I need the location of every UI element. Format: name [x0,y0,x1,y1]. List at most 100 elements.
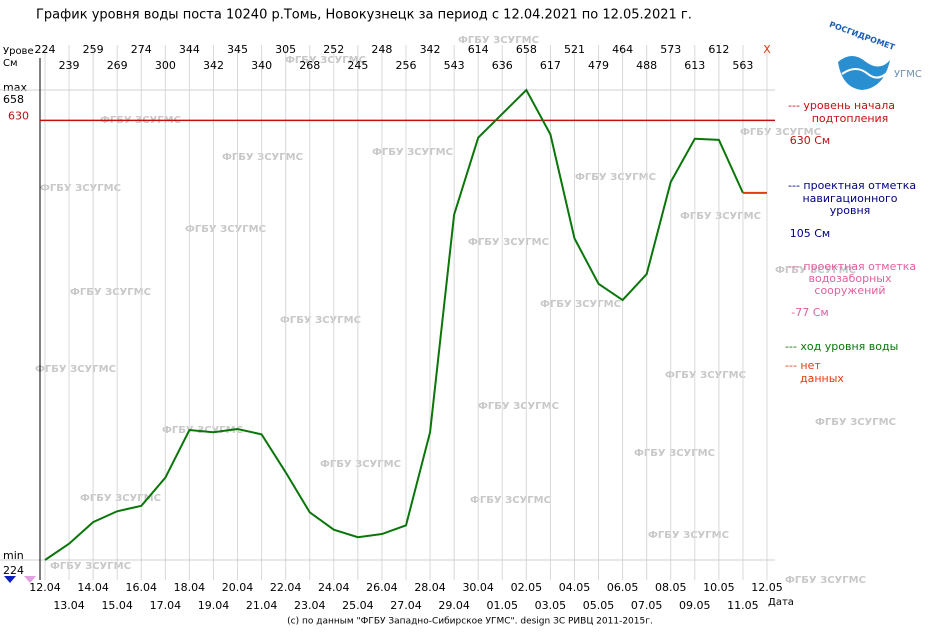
watermark: ФГБУ ЗСУГМС [280,315,361,326]
y-min-label: min [3,549,24,562]
data-label: X [763,43,771,56]
x-tick-label: 27.04 [390,599,422,612]
data-label: 617 [540,59,561,72]
data-label: 274 [131,43,152,56]
logo: РОСГИДРОМЕТ УГМС [828,20,922,90]
x-tick-label: 15.04 [101,599,133,612]
footer: (c) по данным "ФГБУ Западно-Сибирское УГ… [287,617,653,627]
x-tick-label: 22.04 [270,581,302,594]
x-tick-label: 04.05 [559,581,591,594]
y-axis-label: Урове [3,46,34,57]
data-label: 342 [203,59,224,72]
data-label: 479 [588,59,609,72]
legend-text: подтопления [812,112,889,125]
y-max-label: max [3,81,27,94]
data-label: 521 [564,43,585,56]
x-tick-label: 18.04 [174,581,206,594]
data-label: 344 [179,43,200,56]
x-tick-label: 26.04 [366,581,398,594]
x-axis-label: Дата [768,597,794,608]
x-tick-label: 05.05 [583,599,615,612]
x-tick-label: 21.04 [246,599,278,612]
y-tick-label: 658 [3,93,24,106]
data-label: 224 [35,43,56,56]
watermark: ФГБУ ЗСУГМС [785,575,866,586]
data-label: 573 [660,43,681,56]
legend-text: --- проектная отметка [788,179,916,192]
x-tick-label: 06.05 [607,581,639,594]
marker [24,576,36,583]
x-tick-label: 13.04 [53,599,85,612]
watermark: ФГБУ ЗСУГМС [372,147,453,158]
x-tick-label: 25.04 [342,599,374,612]
data-label: 614 [468,43,489,56]
x-tick-label: 10.05 [703,581,735,594]
x-tick-label: 07.05 [631,599,663,612]
x-tick-label: 17.04 [150,599,182,612]
legend-text: навигационного [802,192,897,205]
watermark: ФГБУ ЗСУГМС [50,561,131,572]
legend-text: --- уровень начала [788,99,895,112]
series-line [44,88,744,561]
data-label: 245 [347,59,368,72]
x-tick-label: 29.04 [438,599,470,612]
logo-sub: УГМС [894,69,922,80]
data-label: 613 [684,59,705,72]
x-tick-label: 23.04 [294,599,326,612]
legend-text: сооружений [814,284,885,297]
data-label: 239 [59,59,80,72]
data-label: 342 [420,43,441,56]
watermark: ФГБУ ЗСУГМС [648,530,729,541]
data-label: 248 [371,43,392,56]
data-label: 543 [444,59,465,72]
data-label: 464 [612,43,633,56]
legend-value: 105 См [790,227,830,240]
watermark: ФГБУ ЗСУГМС [80,493,161,504]
watermark: ФГБУ ЗСУГМС [320,459,401,470]
data-label: 612 [708,43,729,56]
data-label: 340 [251,59,272,72]
chart-title: График уровня воды поста 10240 р.Томь, Н… [36,8,692,23]
x-tick-label: 20.04 [222,581,254,594]
watermark: ФГБУ ЗСУГМС [40,183,121,194]
watermark: ФГБУ ЗСУГМС [468,237,549,248]
data-label: 305 [275,43,296,56]
data-label: 269 [107,59,128,72]
y-tick-label: 224 [3,564,24,577]
watermark: ФГБУ ЗСУГМС [665,370,746,381]
watermark: ФГБУ ЗСУГМС [540,299,621,310]
x-tick-label: 03.05 [535,599,567,612]
x-tick-label: 19.04 [198,599,230,612]
legend-text: водозаборных [808,272,892,285]
legend-text: --- ход уровня воды [785,340,898,353]
data-label: 256 [396,59,417,72]
logo-name: РОСГИДРОМЕТ [828,20,896,52]
watermark: ФГБУ ЗСУГМС [815,417,896,428]
x-tick-label: 30.04 [462,581,494,594]
data-label: 345 [227,43,248,56]
x-tick-label: 08.05 [655,581,687,594]
legend-text: уровня [830,204,871,217]
watermark: ФГБУ ЗСУГМС [470,495,551,506]
data-label: 252 [323,43,344,56]
reference-value: 630 [8,109,29,122]
x-tick-label: 11.05 [727,599,759,612]
data-label: 658 [516,43,537,56]
watermark: ФГБУ ЗСУГМС [478,401,559,412]
legend-text: данных [800,372,844,385]
legend-value: 630 См [790,134,830,147]
watermark: ФГБУ ЗСУГМС [222,152,303,163]
watermark: ФГБУ ЗСУГМС [35,364,116,375]
watermark: ФГБУ ЗСУГМС [70,287,151,298]
legend-text: --- проектная отметка [788,260,916,273]
x-tick-label: 12.05 [751,581,783,594]
x-tick-label: 16.04 [126,581,158,594]
x-tick-label: 09.05 [679,599,711,612]
data-label: 259 [83,43,104,56]
data-label: 488 [636,59,657,72]
legend-text: --- нет [785,359,821,372]
watermark: ФГБУ ЗСУГМС [740,127,821,138]
x-tick-label: 01.05 [487,599,519,612]
watermark: ФГБУ ЗСУГМС [634,448,715,459]
watermark: ФГБУ ЗСУГМС [285,55,366,66]
